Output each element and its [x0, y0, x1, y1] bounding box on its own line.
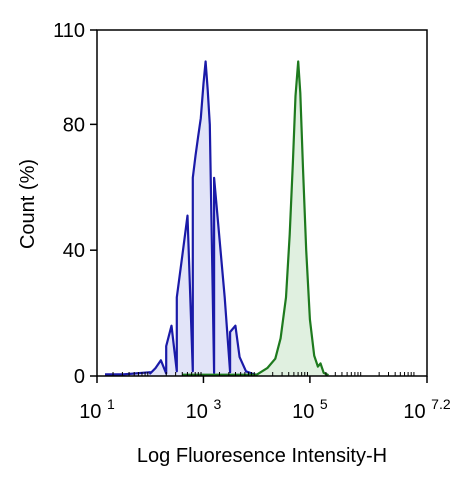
y-axis-title: Count (%): [17, 159, 39, 249]
y-tick-label: 40: [63, 240, 85, 262]
x-tick-label: 10 3: [186, 396, 222, 423]
series-1-line: [105, 60, 263, 377]
plot-frame: [96, 29, 428, 377]
x-tick-label: 10 7.2: [403, 396, 450, 423]
series-2-line: [182, 60, 329, 377]
x-tick-label: 10 5: [292, 396, 328, 423]
axes: 10 1 10 3 10 5 10 7.2 0 40 80 110: [53, 20, 451, 423]
y-tick-label: 110: [53, 20, 85, 42]
series-2-fill: [182, 61, 329, 376]
x-tick-label: 10 1: [79, 396, 115, 423]
y-tick-label: 0: [74, 366, 85, 388]
x-axis-title: Log Fluoresence Intensity-H: [137, 445, 387, 467]
y-tick-label: 80: [63, 114, 85, 136]
plot-area: [105, 60, 329, 377]
series-1-fill: [105, 61, 262, 376]
